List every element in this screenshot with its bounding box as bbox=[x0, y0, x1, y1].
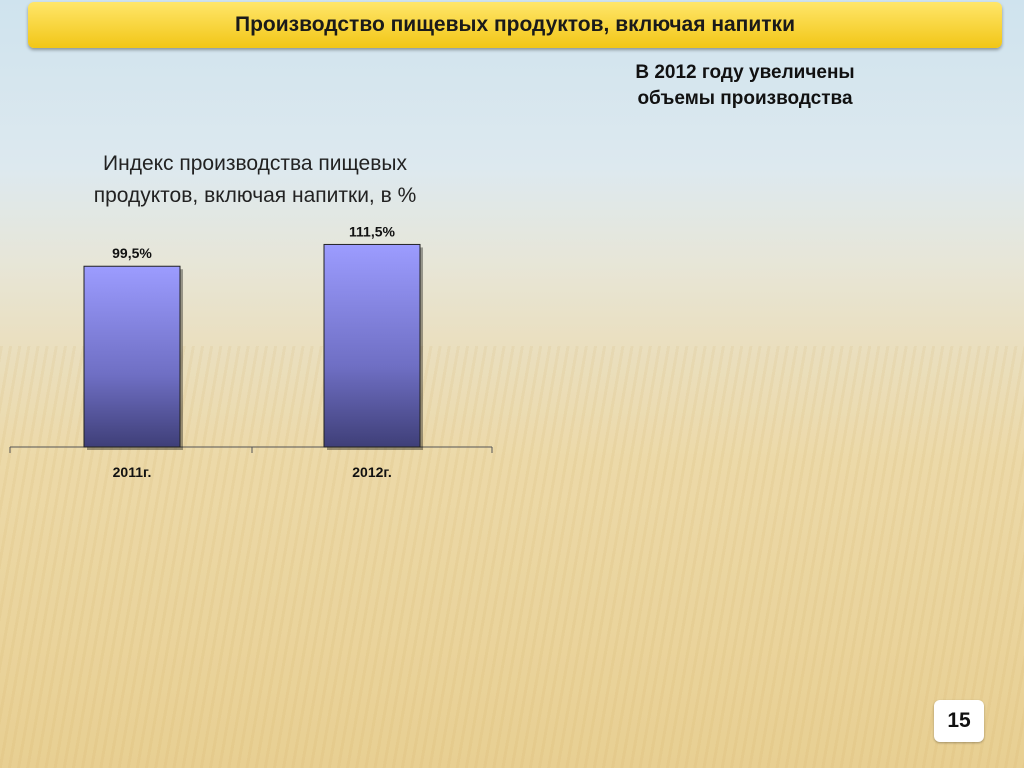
left-increase-list bbox=[0, 505, 530, 748]
right-increase-list bbox=[494, 118, 1024, 513]
bar-0 bbox=[83, 265, 181, 448]
bar-chart: 99,5% 2011г. 111,5% 2012г. bbox=[9, 223, 493, 480]
note-line-1: В 2012 году увеличены bbox=[635, 62, 855, 83]
data-label-1: 111,5% bbox=[349, 223, 395, 239]
chart-title: Индекс производства пищевых продуктов, в… bbox=[30, 148, 480, 212]
slide-title: Производство пищевых продуктов, включая … bbox=[28, 2, 1002, 48]
page-number: 15 bbox=[934, 700, 984, 742]
chart-title-line-2: продуктов, включая напитки, в % bbox=[93, 184, 417, 207]
category-label-1: 2012г. bbox=[352, 464, 391, 480]
data-label-0: 99,5% bbox=[112, 245, 152, 261]
bar-1 bbox=[323, 243, 421, 448]
chart-title-line-1: Индекс производства пищевых bbox=[103, 152, 407, 175]
category-label-0: 2011г. bbox=[113, 464, 152, 480]
note-line-2: объемы производства bbox=[637, 88, 853, 109]
production-note: В 2012 году увеличены объемы производств… bbox=[590, 60, 900, 112]
